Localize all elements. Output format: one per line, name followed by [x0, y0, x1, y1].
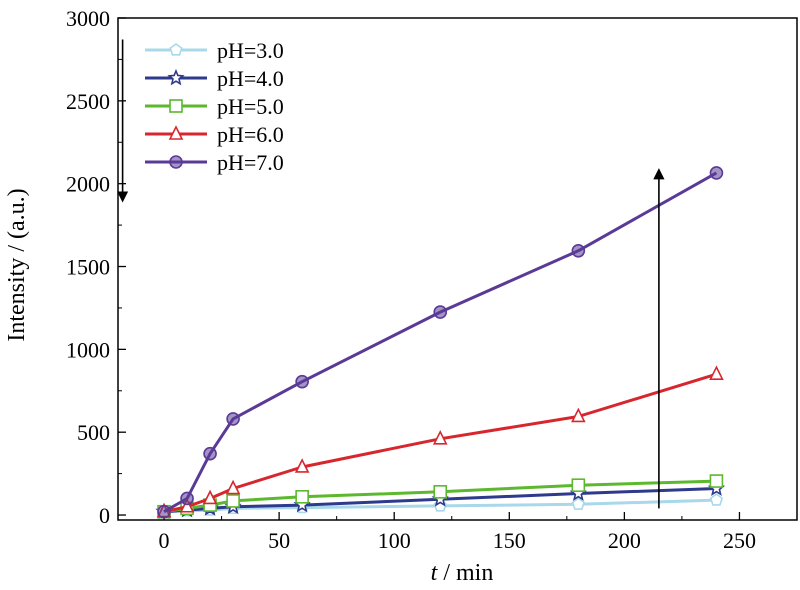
data-point — [433, 485, 448, 499]
legend-entry: pH=7.0 — [145, 150, 284, 175]
data-point — [709, 493, 724, 506]
x-tick-label: 0 — [159, 528, 170, 553]
data-point — [432, 430, 448, 445]
x-tick-label: 200 — [608, 528, 641, 553]
data-point — [709, 365, 724, 381]
axis-titles: t / min Intensity / (a.u.) — [4, 188, 493, 586]
data-series — [155, 166, 726, 520]
y-tick-label: 2500 — [66, 89, 110, 114]
y-tick-label: 0 — [99, 503, 110, 528]
data-point — [709, 166, 724, 180]
data-point — [295, 374, 309, 389]
data-point — [226, 412, 240, 426]
x-tick-label: 50 — [268, 528, 290, 553]
legend: pH=3.0 pH=4.0 pH=5.0 pH=6.0 pH=7.0 — [145, 38, 284, 175]
y-tick-label: 1500 — [66, 255, 110, 280]
legend-label: pH=5.0 — [217, 94, 284, 119]
legend-entry: pH=6.0 — [145, 122, 284, 147]
legend-marker — [169, 155, 183, 169]
legend-label: pH=3.0 — [217, 38, 284, 63]
data-point — [295, 490, 309, 504]
data-point — [202, 489, 218, 505]
x-tick-label: 100 — [378, 528, 411, 553]
x-axis-title: t / min — [431, 560, 494, 586]
legend-marker — [169, 99, 183, 113]
annotations — [117, 39, 665, 509]
x-tick-label: 250 — [723, 528, 756, 553]
plot-frame-rect — [117, 17, 798, 521]
x-axis-title-italic: t — [431, 560, 439, 586]
x-tick-label: 150 — [493, 528, 526, 553]
series-line — [163, 171, 718, 514]
data-point — [571, 407, 586, 423]
data-point — [180, 491, 194, 506]
data-point — [571, 243, 586, 258]
y-tick-label: 2000 — [66, 172, 110, 197]
series-4 — [157, 166, 724, 519]
legend-entry: pH=3.0 — [145, 38, 284, 63]
legend-label: pH=7.0 — [217, 150, 284, 175]
y-tick-label: 3000 — [66, 6, 110, 31]
data-point — [226, 494, 240, 508]
series-line — [163, 372, 717, 514]
legend-entry: pH=5.0 — [145, 94, 284, 119]
y-axis-title: Intensity / (a.u.) — [4, 188, 30, 341]
data-point — [433, 305, 448, 319]
y-tick-label: 500 — [77, 420, 110, 445]
data-point — [203, 446, 217, 461]
legend-label: pH=4.0 — [217, 66, 284, 91]
plot-frame — [117, 17, 798, 521]
legend-label: pH=6.0 — [217, 122, 284, 147]
y-tick-label: 1000 — [66, 337, 110, 362]
data-point — [571, 478, 586, 493]
data-point — [294, 458, 310, 473]
legend-marker — [167, 68, 185, 86]
legend-entry: pH=4.0 — [145, 66, 284, 91]
legend-marker — [169, 43, 183, 56]
data-point — [709, 474, 724, 488]
legend-marker — [168, 125, 184, 140]
data-point — [157, 504, 171, 519]
x-axis-title-unit: / min — [437, 560, 493, 586]
data-point — [179, 497, 195, 513]
data-point — [225, 479, 241, 495]
data-point — [571, 497, 585, 510]
